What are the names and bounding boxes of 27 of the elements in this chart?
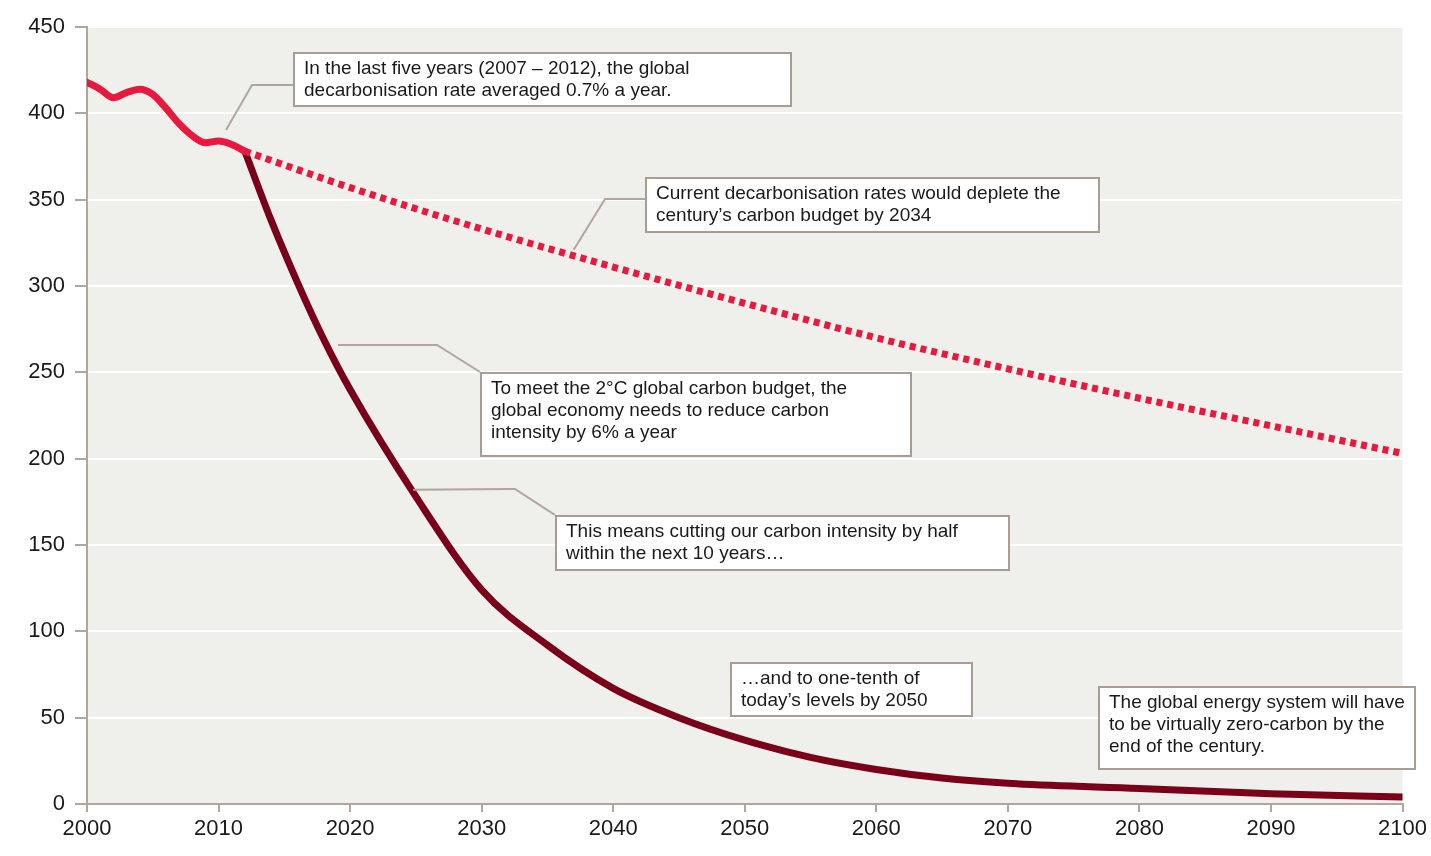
callout-box: In the last five years (2007 – 2012), the global decarbonisation rate averaged 0.7% a year. xyxy=(293,52,792,107)
x-tick-label: 2090 xyxy=(1246,815,1296,841)
y-tick-label: 150 xyxy=(28,531,65,557)
x-tick-label: 2100 xyxy=(1378,815,1428,841)
y-tick-label: 300 xyxy=(28,272,65,298)
y-tick-label: 0 xyxy=(52,790,65,816)
y-tick-label: 50 xyxy=(40,703,65,729)
callout-box: …and to one-tenth of today’s levels by 2050 xyxy=(730,662,973,717)
y-tick-label: 350 xyxy=(28,185,65,211)
x-tick-label: 2070 xyxy=(983,815,1033,841)
x-tick-label: 2060 xyxy=(851,815,901,841)
x-tick-label: 2020 xyxy=(325,815,375,841)
y-tick-label: 100 xyxy=(28,617,65,643)
callout-box: To meet the 2°C global carbon budget, the global economy needs to reduce carbon intensity by 6% a year xyxy=(480,372,912,457)
x-tick-label: 2000 xyxy=(62,815,112,841)
x-tick-label: 2080 xyxy=(1114,815,1164,841)
x-tick-label: 2030 xyxy=(457,815,507,841)
y-tick-label: 200 xyxy=(28,444,65,470)
callout-box: Current decarbonisation rates would deplete the century’s carbon budget by 2034 xyxy=(645,177,1100,233)
x-tick-label: 2010 xyxy=(194,815,244,841)
x-tick-label: 2050 xyxy=(720,815,770,841)
y-tick-label: 450 xyxy=(28,13,65,39)
callout-box: The global energy system will have to be virtually zero-carbon by the end of the century. xyxy=(1098,686,1416,770)
x-tick-label: 2040 xyxy=(588,815,638,841)
callout-box: This means cutting our carbon intensity by half within the next 10 years… xyxy=(555,515,1010,571)
y-tick-label: 250 xyxy=(28,358,65,384)
y-tick-label: 400 xyxy=(28,99,65,125)
